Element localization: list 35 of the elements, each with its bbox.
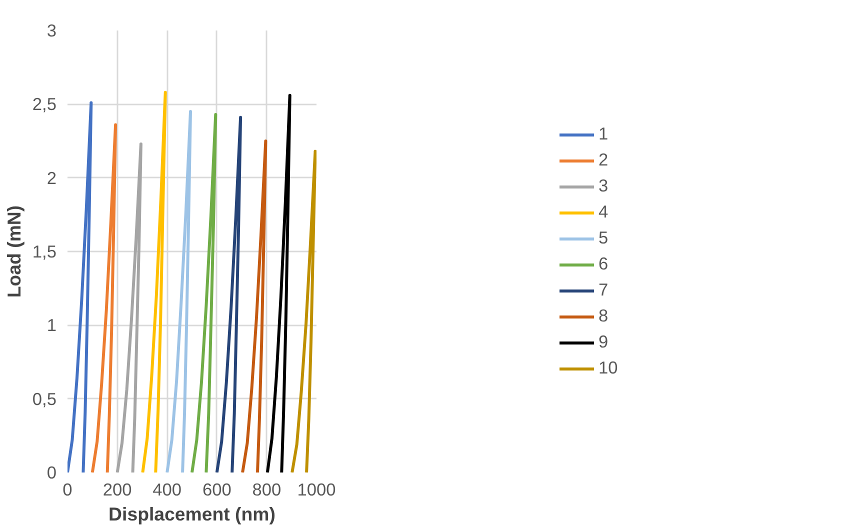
- line-series: [141, 90, 167, 472]
- x-tick-label: 0: [62, 480, 72, 500]
- y-tick-label: 1,5: [32, 242, 57, 262]
- legend-label: 1: [598, 124, 610, 144]
- y-tick-label: 0,5: [32, 388, 57, 409]
- x-tick-label: 1000: [297, 480, 336, 500]
- y-tick-label: 1: [46, 315, 57, 336]
- y-tick-label: 2: [46, 168, 57, 188]
- y-axis-title: Load (mN): [3, 205, 24, 298]
- line-series: [290, 150, 316, 472]
- line-series: [266, 94, 292, 472]
- line-series: [190, 112, 218, 472]
- legend-label: 6: [598, 254, 610, 274]
- line-series: [215, 116, 242, 472]
- legend-label: 3: [598, 176, 610, 196]
- legend-label: 8: [598, 306, 610, 326]
- line-series: [116, 142, 142, 472]
- x-tick-label: 600: [202, 480, 232, 500]
- legend-label: 4: [598, 202, 610, 222]
- x-tick-label: 800: [252, 480, 282, 500]
- legend-label: 7: [598, 280, 610, 300]
- x-tick-label: 400: [152, 480, 182, 500]
- line-series: [241, 140, 268, 472]
- line-series: [166, 110, 192, 472]
- y-tick-label: 3: [46, 20, 57, 40]
- y-tick-label: 0: [46, 462, 57, 482]
- legend-label: 2: [598, 150, 610, 170]
- line-series: [68, 101, 93, 472]
- legend-label: 9: [598, 332, 610, 352]
- x-tick-label: 200: [102, 480, 132, 500]
- legend-label: 10: [598, 358, 618, 378]
- line-series: [90, 123, 118, 472]
- x-axis-title: Displacement (nm): [108, 504, 276, 524]
- legend-label: 5: [598, 228, 610, 248]
- y-tick-label: 2,5: [32, 94, 57, 114]
